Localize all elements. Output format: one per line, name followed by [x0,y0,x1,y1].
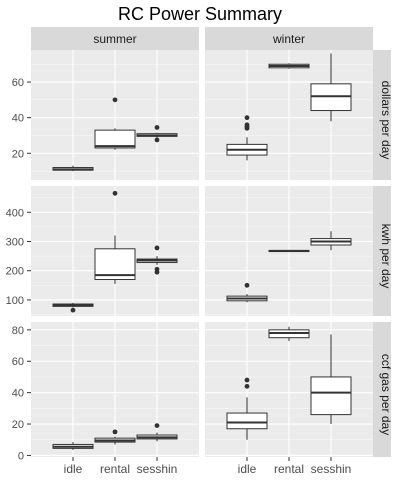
outlier-point-summer-dollars-per-day-sesshin [154,137,160,143]
x-tick-label-summer-idle: idle [64,462,83,476]
outlier-point-summer-kwh-per-day-sesshin [154,266,160,272]
facet-strip-label-summer: summer [93,32,136,46]
row-strip-label-dollars-per-day: dollars per day [379,81,393,160]
chart-title: RC Power Summary [118,4,282,24]
y-tick-label-ccf-gas-per-day-0: 0 [18,450,24,462]
row-strip-label-ccf-gas-per-day: ccf gas per day [379,354,393,435]
outlier-point-summer-kwh-per-day-sesshin [154,245,160,251]
outlier-point-summer-dollars-per-day-rental [112,97,118,103]
x-tick-label-winter-sesshin: sesshin [311,462,352,476]
y-tick-label-kwh-per-day-100: 100 [6,295,24,307]
outlier-point-summer-kwh-per-day-rental [112,190,118,196]
x-tick-label-winter-idle: idle [238,462,257,476]
outlier-point-winter-dollars-per-day-idle [244,115,250,121]
facet-strip-winter [205,27,373,50]
facet-strip-label-winter: winter [272,32,305,46]
y-tick-label-ccf-gas-per-day-40: 40 [12,388,24,400]
row-strip-label-kwh-per-day: kwh per day [379,224,393,289]
y-tick-label-dollars-per-day-60: 60 [12,77,24,89]
outlier-point-winter-ccf-gas-per-day-idle [244,383,250,389]
outlier-point-summer-ccf-gas-per-day-sesshin [154,423,160,429]
outlier-point-summer-ccf-gas-per-day-rental [112,429,118,435]
x-tick-label-winter-rental: rental [274,462,304,476]
outlier-point-summer-dollars-per-day-sesshin [154,125,160,130]
facet-strip-summer [31,27,199,50]
y-tick-label-kwh-per-day-200: 200 [6,266,24,278]
row-strip-ccf-gas-per-day [373,322,391,457]
box-summer-dollars-per-day-rental [94,129,136,149]
box-winter-ccf-gas-per-day-idle [226,412,268,430]
outlier-point-winter-dollars-per-day-idle [244,122,250,128]
outlier-point-winter-kwh-per-day-idle [244,282,250,288]
y-tick-label-dollars-per-day-20: 20 [12,148,24,160]
outlier-point-winter-ccf-gas-per-day-idle [244,377,250,383]
y-tick-label-kwh-per-day-300: 300 [6,237,24,249]
row-strip-kwh-per-day [373,186,391,316]
x-tick-label-summer-rental: rental [100,462,130,476]
outlier-point-summer-kwh-per-day-idle [70,307,76,313]
box-winter-ccf-gas-per-day-sesshin [310,376,352,416]
y-tick-label-kwh-per-day-400: 400 [6,207,24,219]
row-strip-dollars-per-day [373,50,391,180]
y-tick-label-ccf-gas-per-day-20: 20 [12,419,24,431]
x-tick-label-summer-sesshin: sesshin [137,462,178,476]
y-tick-label-ccf-gas-per-day-60: 60 [12,356,24,368]
y-tick-label-dollars-per-day-40: 40 [12,113,24,125]
y-tick-label-ccf-gas-per-day-80: 80 [12,325,24,337]
